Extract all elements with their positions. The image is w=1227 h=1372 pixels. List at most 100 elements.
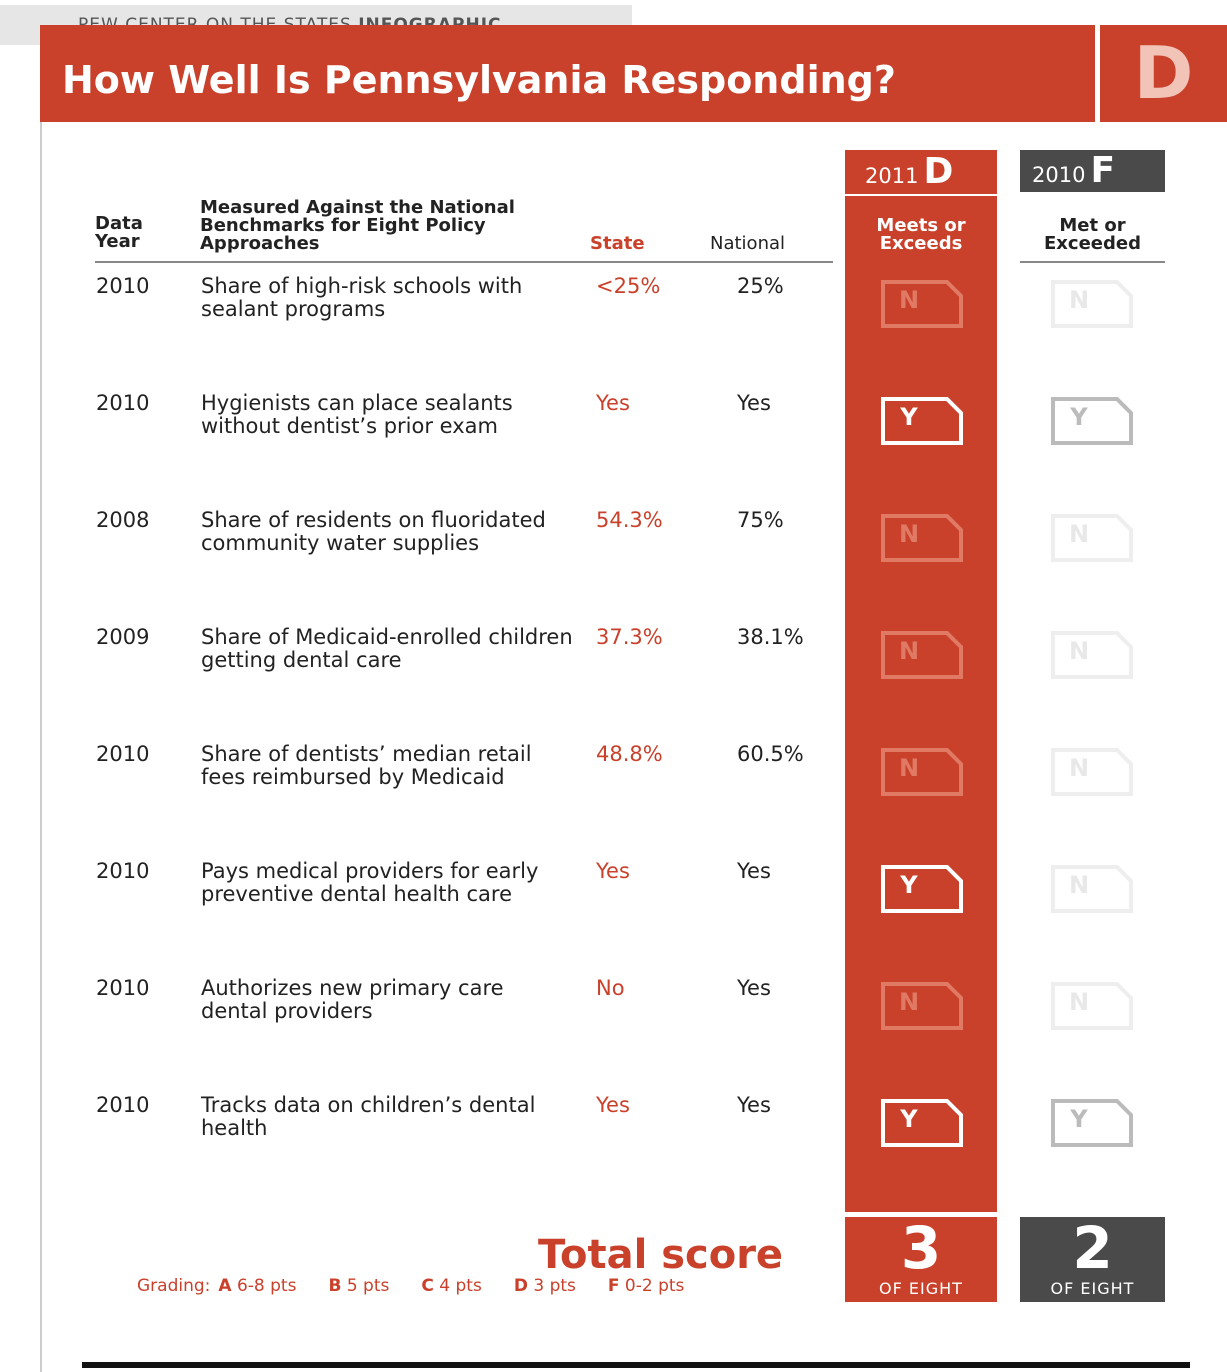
- row-year: 2010: [96, 976, 150, 1000]
- grading: Grading: A 6-8 pts B 5 pts C 4 pts D 3 pts F …: [137, 1276, 684, 1296]
- grading-pts: 0-2 pts: [624, 1276, 685, 1296]
- row-measure: Share of residents on fluoridated commun…: [201, 508, 546, 555]
- answer-icon: N: [881, 514, 963, 562]
- answer-icon: N: [881, 280, 963, 328]
- row-measure: Share of Medicaid-enrolled children gett…: [201, 625, 573, 672]
- header-rule: [95, 261, 833, 263]
- year-2010: 2010: [1032, 163, 1086, 187]
- icon-letter: N: [899, 637, 919, 665]
- icon-letter: N: [899, 286, 919, 314]
- row-state: No: [596, 976, 625, 1000]
- answer-icon: N: [881, 748, 963, 796]
- row-measure: Share of dentists’ median retail fees re…: [201, 742, 532, 789]
- row-state: Yes: [596, 859, 630, 883]
- answer-icon: Y: [881, 1099, 963, 1147]
- icon-letter: Y: [1069, 403, 1088, 431]
- icon-letter: Y: [899, 403, 918, 431]
- answer-icon: N: [1051, 748, 1133, 796]
- grading-item: F 0-2 pts: [608, 1276, 685, 1296]
- row-national: Yes: [737, 391, 771, 415]
- row-year: 2008: [96, 508, 150, 532]
- icon-box: [881, 514, 963, 562]
- icon-letter: Y: [899, 871, 918, 899]
- tab-2011: 2011 D: [845, 150, 997, 196]
- grading-pts: 5 pts: [346, 1276, 390, 1296]
- icon-letter: N: [1069, 871, 1089, 899]
- icon-box: [1051, 514, 1133, 562]
- row-state: 54.3%: [596, 508, 663, 532]
- icon-box: [1051, 631, 1133, 679]
- icon-box: [881, 1099, 963, 1147]
- grading-grade: A: [218, 1276, 232, 1296]
- grading-item: B 5 pts: [328, 1276, 389, 1296]
- grading-item: A 6-8 pts: [218, 1276, 296, 1296]
- icon-box: [1051, 1099, 1133, 1147]
- icon-box: [881, 982, 963, 1030]
- grading-item: C 4 pts: [421, 1276, 481, 1296]
- row-measure: Pays medical providers for early prevent…: [201, 859, 539, 906]
- title: How Well Is Pennsylvania Responding?: [62, 58, 896, 102]
- row-national: Yes: [737, 1093, 771, 1117]
- score-2010: 2: [1072, 1214, 1113, 1282]
- col-year: Data Year: [95, 213, 143, 252]
- icon-box: [1051, 397, 1133, 445]
- grading-grade: F: [607, 1276, 620, 1296]
- icon-box: [881, 631, 963, 679]
- icon-box: [881, 280, 963, 328]
- row-year: 2010: [96, 391, 150, 415]
- row-year: 2010: [96, 274, 150, 298]
- row-national: Yes: [737, 859, 771, 883]
- left-rule: [40, 120, 42, 1372]
- answer-icon: Y: [1051, 397, 1133, 445]
- row-state: Yes: [596, 1093, 630, 1117]
- total-label: Total score: [538, 1232, 784, 1278]
- row-year: 2010: [96, 859, 150, 883]
- grading-grade: D: [513, 1276, 528, 1296]
- answer-icon: N: [881, 631, 963, 679]
- icon-letter: Y: [1069, 1105, 1088, 1133]
- answer-icon: N: [881, 982, 963, 1030]
- row-national: 60.5%: [737, 742, 804, 766]
- icon-letter: N: [1069, 988, 1089, 1016]
- tab-2010: 2010 F: [1020, 150, 1165, 192]
- icon-letter: N: [1069, 637, 1089, 665]
- icon-box: [881, 748, 963, 796]
- answer-icon: N: [1051, 865, 1133, 913]
- grade: D: [1100, 25, 1227, 122]
- row-state: 48.8%: [596, 742, 663, 766]
- col-national: National: [710, 233, 786, 254]
- grade-2011: D: [923, 151, 954, 192]
- row-state: 37.3%: [596, 625, 663, 649]
- row-national: 75%: [737, 508, 784, 532]
- label-2010: Met or Exceeded: [1044, 215, 1141, 254]
- score-2010-box: 2 OF EIGHT: [1020, 1217, 1165, 1302]
- row-year: 2010: [96, 1093, 150, 1117]
- answer-icon: N: [1051, 631, 1133, 679]
- col-state: State: [590, 233, 645, 254]
- col-measure: Measured Against the National Benchmarks…: [200, 197, 515, 254]
- score-2011-box: 3 OF EIGHT: [845, 1217, 997, 1302]
- answer-icon: Y: [1051, 1099, 1133, 1147]
- score-2011: 3: [900, 1214, 942, 1282]
- icon-box: [881, 865, 963, 913]
- rule-2010: [1020, 261, 1165, 263]
- grade-2010: F: [1090, 150, 1116, 191]
- answer-icon: Y: [881, 865, 963, 913]
- row-national: Yes: [737, 976, 771, 1000]
- of-eight: OF EIGHT: [879, 1279, 963, 1298]
- answer-icon: N: [1051, 514, 1133, 562]
- icon-letter: N: [899, 520, 919, 548]
- year-2011: 2011: [865, 164, 919, 188]
- title-band: [40, 25, 1095, 122]
- grading-pts: 6-8 pts: [236, 1276, 297, 1296]
- icon-box: [881, 397, 963, 445]
- label-2011: Meets or Exceeds: [876, 215, 966, 254]
- icon-box: [1051, 865, 1133, 913]
- icon-letter: N: [899, 754, 919, 782]
- grading-grade: C: [421, 1276, 434, 1296]
- row-national: 38.1%: [737, 625, 804, 649]
- icon-box: [1051, 982, 1133, 1030]
- grading-pts: 3 pts: [533, 1276, 576, 1296]
- icon-box: [1051, 280, 1133, 328]
